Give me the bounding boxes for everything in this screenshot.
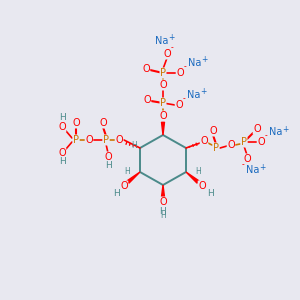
Text: O: O	[209, 126, 217, 136]
Text: P: P	[213, 143, 219, 153]
Text: O: O	[159, 80, 167, 90]
Text: P: P	[160, 98, 166, 108]
Text: Na: Na	[188, 58, 201, 68]
Text: O: O	[257, 137, 265, 147]
Text: H: H	[112, 190, 119, 199]
Text: H: H	[131, 140, 137, 149]
Text: O: O	[198, 181, 206, 191]
Text: Na: Na	[155, 36, 168, 46]
Text: O: O	[115, 135, 123, 145]
Text: -: -	[184, 62, 187, 71]
Text: Na: Na	[269, 127, 282, 137]
Text: -: -	[242, 160, 245, 169]
Text: +: +	[259, 163, 266, 172]
Text: O: O	[58, 122, 66, 132]
Text: H: H	[195, 167, 201, 176]
Text: O: O	[200, 136, 208, 146]
Text: O: O	[72, 118, 80, 128]
Text: O: O	[120, 181, 128, 191]
Text: O: O	[85, 135, 93, 145]
Text: P: P	[241, 137, 247, 147]
Polygon shape	[186, 172, 199, 183]
Text: +: +	[201, 56, 207, 64]
Text: O: O	[243, 154, 251, 164]
Text: O: O	[253, 124, 261, 134]
Text: H: H	[207, 190, 213, 199]
Text: -: -	[265, 131, 268, 140]
Text: O: O	[159, 197, 167, 207]
Text: P: P	[160, 68, 166, 78]
Text: H: H	[160, 208, 167, 217]
Text: O: O	[143, 95, 151, 105]
Text: P: P	[103, 135, 109, 145]
Text: O: O	[159, 111, 167, 121]
Text: P: P	[73, 135, 79, 145]
Text: O: O	[104, 152, 112, 162]
Text: O: O	[142, 64, 150, 74]
Text: H: H	[58, 113, 65, 122]
Polygon shape	[161, 185, 164, 197]
Polygon shape	[127, 172, 140, 183]
Text: O: O	[175, 100, 183, 110]
Text: O: O	[227, 140, 235, 150]
Text: H: H	[160, 211, 166, 220]
Text: +: +	[200, 88, 206, 97]
Text: O: O	[99, 118, 107, 128]
Text: H: H	[124, 167, 130, 176]
Text: H: H	[58, 158, 65, 166]
Text: -: -	[183, 94, 186, 103]
Text: +: +	[282, 124, 288, 134]
Text: O: O	[58, 148, 66, 158]
Text: Na: Na	[187, 90, 200, 100]
Text: Na: Na	[246, 165, 260, 175]
Text: H: H	[105, 160, 111, 169]
Polygon shape	[161, 122, 164, 135]
Text: +: +	[168, 32, 174, 41]
Text: -: -	[171, 44, 174, 52]
Text: O: O	[163, 49, 171, 59]
Text: O: O	[176, 68, 184, 78]
